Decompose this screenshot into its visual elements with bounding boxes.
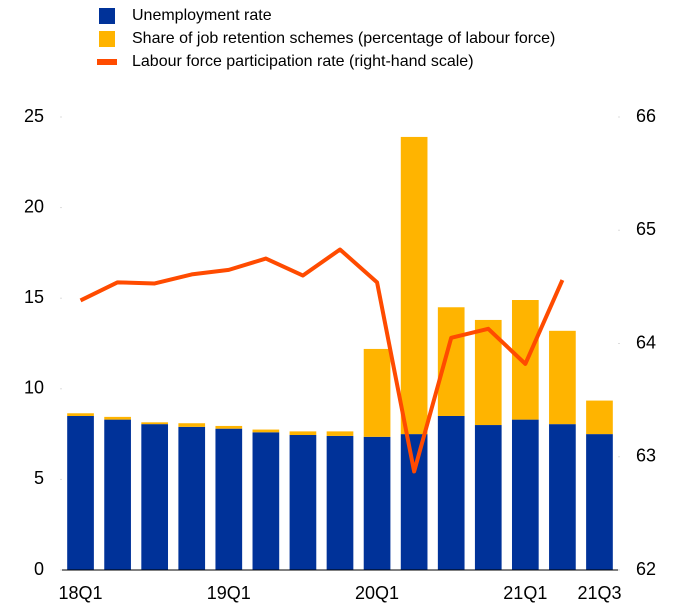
- bar: [586, 434, 613, 570]
- bar: [289, 431, 317, 436]
- bar: [400, 434, 428, 570]
- bar: [252, 432, 280, 570]
- bar: [178, 426, 206, 570]
- bar: [363, 348, 391, 437]
- y2-tick-label: 62: [636, 559, 656, 579]
- x-tick-label: 21Q3: [577, 583, 621, 603]
- y-tick-label: 10: [24, 378, 44, 398]
- x-tick-label: 20Q1: [355, 583, 399, 603]
- legend-label: Share of job retention schemes (percenta…: [132, 30, 555, 47]
- x-tick-label: 18Q1: [59, 583, 103, 603]
- x-tick-label: 19Q1: [207, 583, 251, 603]
- legend-swatch: [99, 8, 115, 24]
- bar: [474, 425, 502, 570]
- bar: [363, 436, 391, 570]
- legend-swatch: [97, 59, 117, 65]
- bar: [326, 435, 354, 570]
- y2-tick-label: 65: [636, 219, 656, 239]
- bar: [586, 400, 613, 435]
- bar: [437, 307, 465, 416]
- bar: [104, 416, 131, 420]
- bar: [437, 415, 465, 570]
- y-tick-label: 0: [34, 559, 44, 579]
- y2-tick-label: 66: [636, 106, 656, 126]
- bar: [178, 423, 206, 427]
- bar: [400, 136, 428, 435]
- y-tick-label: 15: [24, 287, 44, 307]
- bar: [215, 425, 243, 429]
- legend-label: Labour force participation rate (right-h…: [132, 53, 474, 70]
- bar: [67, 415, 94, 570]
- bar: [67, 413, 94, 416]
- y-tick-label: 20: [24, 196, 44, 216]
- y-tick-label: 25: [24, 106, 44, 126]
- y-tick-label: 5: [34, 468, 44, 488]
- x-tick-label: 21Q1: [503, 583, 547, 603]
- legend-swatch: [99, 31, 115, 47]
- bar: [141, 424, 169, 570]
- line: [79, 247, 565, 474]
- bar: [549, 330, 576, 425]
- bar: [289, 435, 317, 570]
- bar: [141, 422, 169, 425]
- bar: [215, 428, 243, 570]
- y2-tick-label: 64: [636, 332, 656, 352]
- bar: [252, 429, 280, 433]
- y2-tick-label: 63: [636, 446, 656, 466]
- bar: [104, 419, 131, 570]
- legend-label: Unemployment rate: [132, 7, 272, 24]
- bar: [511, 419, 539, 570]
- bar: [549, 424, 576, 570]
- bar: [326, 431, 354, 436]
